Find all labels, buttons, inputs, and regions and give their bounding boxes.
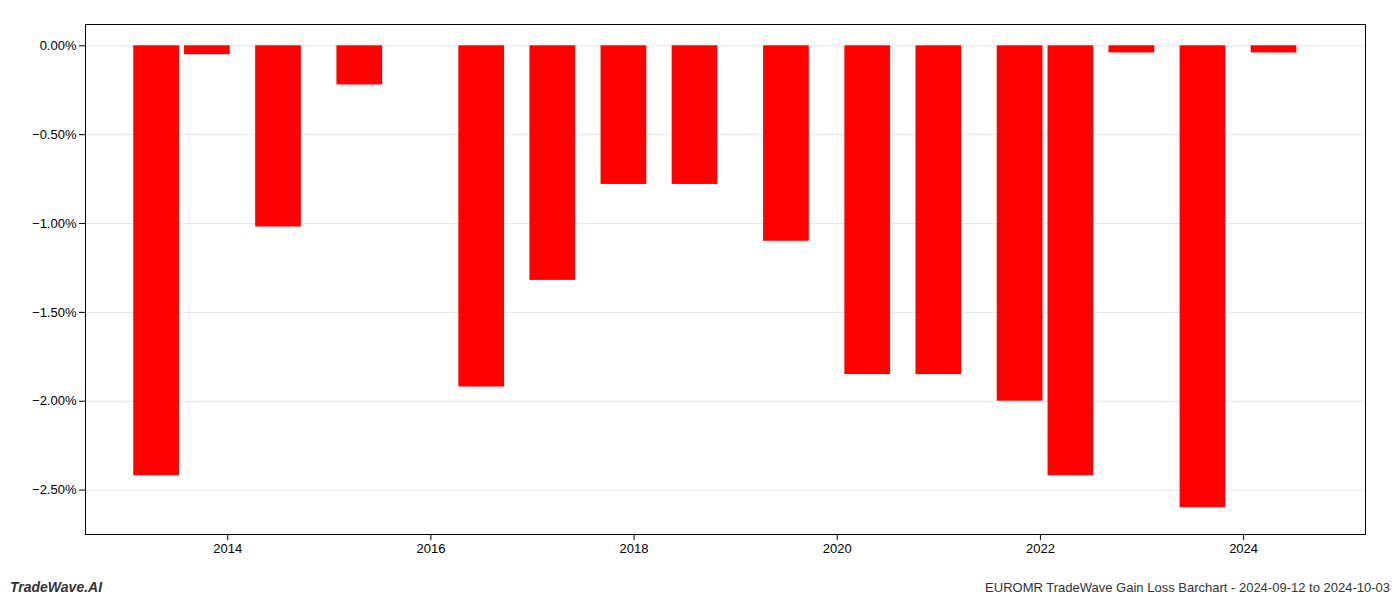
svg-text:2016: 2016 [416,541,445,556]
svg-text:−1.50%: −1.50% [32,305,77,320]
svg-text:−1.00%: −1.00% [32,216,77,231]
html-text:TradeWave.AI: TradeWave.AI [10,579,103,595]
svg-text:−2.00%: −2.00% [32,393,77,408]
svg-text:−2.50%: −2.50% [32,482,77,497]
svg-text:2018: 2018 [620,541,649,556]
svg-text:2022: 2022 [1026,541,1055,556]
svg-text:2024: 2024 [1229,541,1258,556]
svg-text:0.00%: 0.00% [40,38,77,53]
html-text:EUROMR TradeWave Gain Loss Bar: EUROMR TradeWave Gain Loss Barchart - 20… [985,580,1390,595]
svg-text:2014: 2014 [213,541,242,556]
svg-text:−0.50%: −0.50% [32,127,77,142]
svg-text:2020: 2020 [823,541,852,556]
